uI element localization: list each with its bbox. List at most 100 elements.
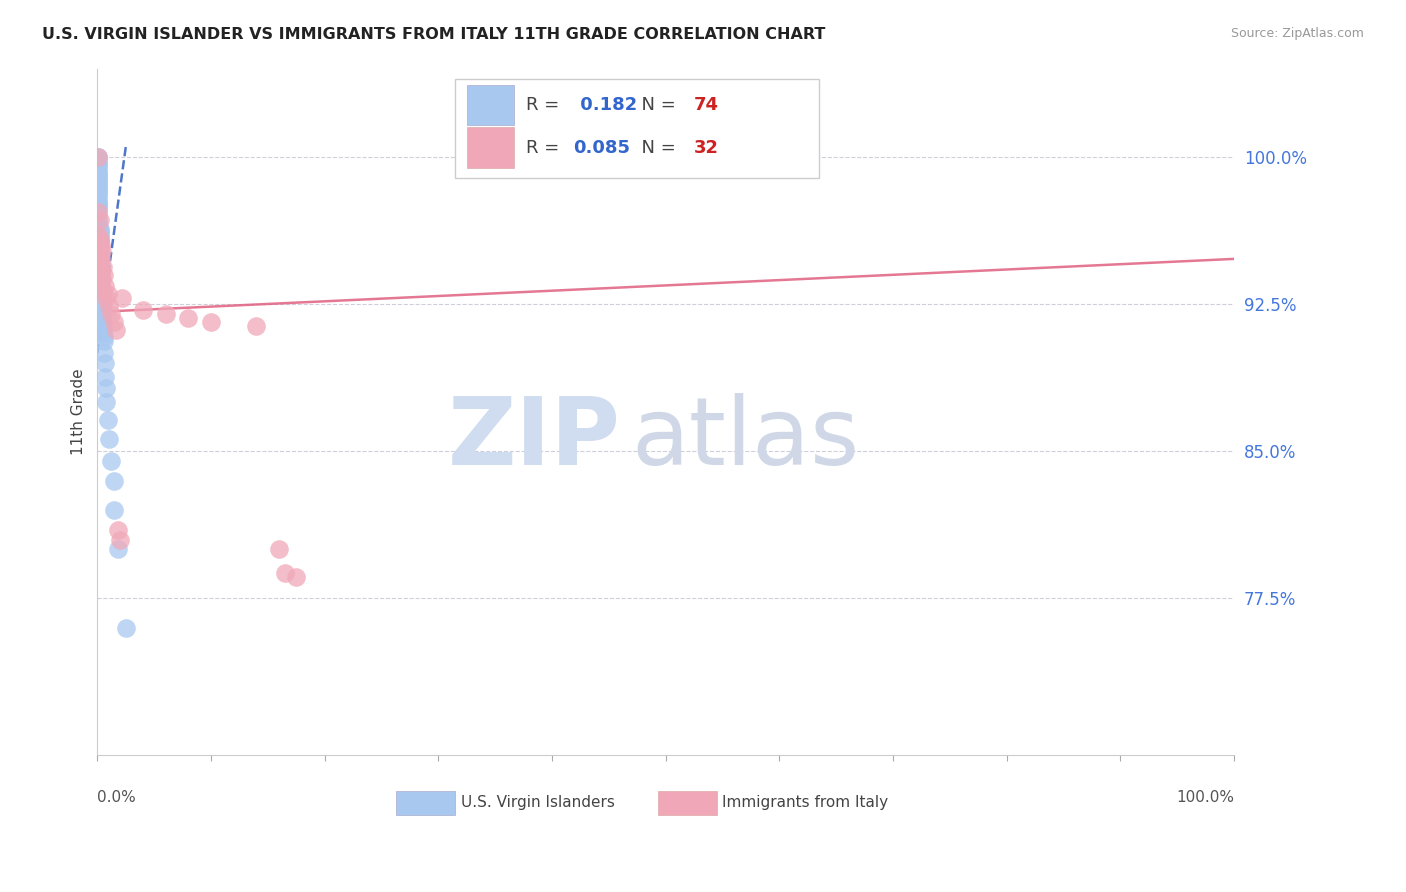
Point xyxy=(97,287,120,301)
Point xyxy=(91,326,114,341)
Point xyxy=(200,315,222,329)
Text: 100.0%: 100.0% xyxy=(1175,789,1234,805)
Point xyxy=(94,279,117,293)
Point xyxy=(91,318,114,333)
Point xyxy=(285,570,308,584)
Point xyxy=(87,160,110,174)
Text: Source: ZipAtlas.com: Source: ZipAtlas.com xyxy=(1230,27,1364,40)
Point xyxy=(87,183,110,197)
Text: 0.085: 0.085 xyxy=(574,138,630,156)
Point xyxy=(90,276,112,290)
Point xyxy=(93,346,115,360)
Point xyxy=(90,271,112,285)
Point xyxy=(90,263,112,277)
Point xyxy=(93,268,115,282)
Text: 32: 32 xyxy=(695,138,718,156)
Point xyxy=(87,150,110,164)
Point xyxy=(274,566,297,580)
Point xyxy=(87,171,110,186)
Point xyxy=(93,334,115,349)
Point xyxy=(111,291,134,305)
Point xyxy=(89,234,111,248)
Point xyxy=(100,454,122,468)
Point xyxy=(245,318,267,333)
Text: N =: N = xyxy=(630,138,682,156)
Point xyxy=(87,155,110,169)
Point xyxy=(90,307,112,321)
Point xyxy=(90,263,112,277)
Point xyxy=(87,181,110,195)
Point xyxy=(89,224,111,238)
Point xyxy=(89,227,111,241)
Point xyxy=(87,173,110,187)
Point xyxy=(89,240,111,254)
Point xyxy=(89,260,111,274)
FancyBboxPatch shape xyxy=(467,128,515,168)
Point xyxy=(89,232,111,246)
Point xyxy=(87,165,110,179)
Point xyxy=(97,413,120,427)
Text: 0.0%: 0.0% xyxy=(97,789,136,805)
Point xyxy=(87,228,110,243)
Point xyxy=(96,381,118,395)
Point xyxy=(90,302,112,317)
Point xyxy=(90,268,112,282)
Point xyxy=(89,228,111,243)
Point xyxy=(87,150,110,164)
Point xyxy=(177,310,200,325)
Text: N =: N = xyxy=(630,96,682,114)
Point xyxy=(90,252,112,266)
Point xyxy=(91,260,114,274)
Point xyxy=(89,244,111,258)
Text: 0.182: 0.182 xyxy=(574,96,637,114)
Point xyxy=(87,187,110,202)
Point xyxy=(87,212,110,227)
Point xyxy=(87,193,110,207)
Point xyxy=(87,217,110,231)
Text: U.S. Virgin Islanders: U.S. Virgin Islanders xyxy=(461,796,614,811)
Point xyxy=(87,153,110,168)
Point xyxy=(93,330,115,344)
Text: atlas: atlas xyxy=(631,393,860,485)
Point xyxy=(90,238,112,252)
Point xyxy=(97,433,120,447)
Text: ZIP: ZIP xyxy=(447,393,620,485)
Point xyxy=(94,356,117,370)
Point xyxy=(89,248,111,262)
FancyBboxPatch shape xyxy=(467,85,515,125)
Point xyxy=(155,307,177,321)
Point xyxy=(89,248,111,262)
Point xyxy=(87,197,110,211)
Point xyxy=(90,283,112,297)
Point xyxy=(87,168,110,182)
Point xyxy=(89,256,111,270)
FancyBboxPatch shape xyxy=(658,791,717,814)
Point xyxy=(91,283,114,297)
Point xyxy=(87,163,110,178)
Point xyxy=(108,533,131,547)
Point xyxy=(89,252,111,266)
Point xyxy=(87,202,110,217)
Point xyxy=(87,189,110,203)
Text: R =: R = xyxy=(526,96,565,114)
Point xyxy=(87,194,110,209)
Point xyxy=(97,299,120,313)
Point xyxy=(91,315,114,329)
Point xyxy=(87,185,110,199)
Point xyxy=(89,222,111,236)
Point xyxy=(89,232,111,246)
Y-axis label: 11th Grade: 11th Grade xyxy=(72,368,86,455)
Point xyxy=(90,287,112,301)
Text: R =: R = xyxy=(526,138,565,156)
FancyBboxPatch shape xyxy=(396,791,456,814)
Point xyxy=(91,322,114,336)
Point xyxy=(87,175,110,189)
Point xyxy=(90,295,112,310)
Point xyxy=(90,271,112,285)
Point xyxy=(90,299,112,313)
Point xyxy=(90,291,112,305)
Point xyxy=(87,179,110,194)
Point xyxy=(100,307,122,321)
Point xyxy=(87,150,110,164)
Text: 74: 74 xyxy=(695,96,718,114)
